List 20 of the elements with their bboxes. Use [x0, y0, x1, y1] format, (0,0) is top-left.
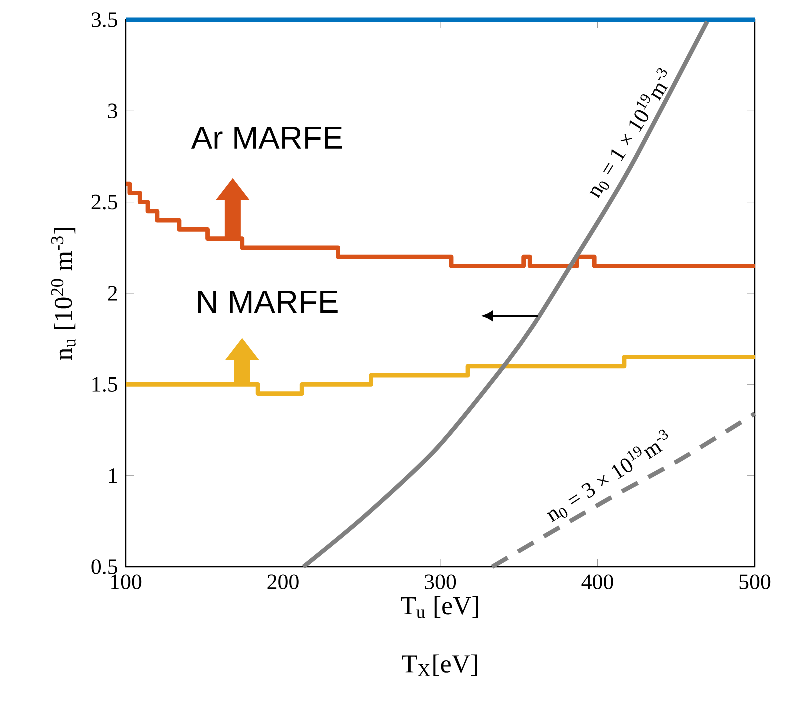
annotation: N MARFE	[198, 291, 338, 313]
annotation: Ar MARFE	[191, 126, 342, 149]
y-tick-label: 1.5	[92, 377, 118, 392]
x-tick-label: 200	[268, 574, 299, 590]
x-axis-title: T$_{u}$ [eV]	[401, 596, 478, 618]
y-tick-label: 3.5	[92, 12, 118, 28]
y-tick-label: 3	[108, 104, 118, 119]
line-series	[490, 412, 758, 570]
x-tick-label: 400	[582, 574, 614, 590]
annotation: n$_{0}$ = 1 × 10$^{19}$m$^{-3}$	[590, 68, 668, 199]
y-tick-label: 1	[109, 468, 117, 484]
y-tick-label: 0.5	[92, 560, 118, 574]
text: T$_{X}$[eV]	[402, 654, 478, 676]
annotation: n$_{0}$ = 3 × 10$^{19}$m$^{-3}$	[547, 430, 668, 522]
y-axis-title: n$_{u}$ [10$^{20}$ m$^{-3}$]	[51, 228, 76, 360]
y-tick-label: 2	[108, 286, 118, 301]
y-tick-label: 2.5	[92, 194, 118, 210]
x-tick-label: 300	[425, 574, 456, 590]
x-tick-label: 500	[740, 574, 771, 590]
x-tick-label: 100	[112, 574, 142, 590]
